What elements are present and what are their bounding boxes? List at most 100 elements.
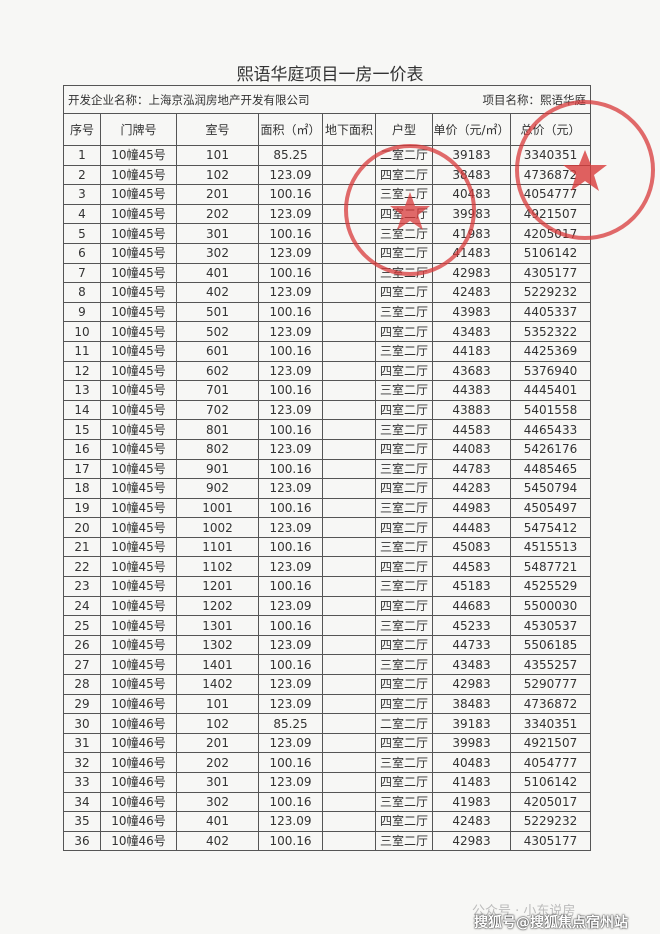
cell-room-number: 401 (176, 811, 259, 832)
table-row: 34 10幢46号 302 100.16 三室二厅 41983 4205017 (63, 791, 591, 813)
cell-door-number: 10幢45号 (100, 615, 177, 636)
table-row: 5 10幢45号 301 100.16 三室二厅 41983 4205017 (63, 223, 591, 244)
cell-unit-price: 40483 (432, 752, 511, 773)
cell-layout: 四室二厅 (375, 732, 433, 754)
document-title: 熙语华庭项目一房一价表 (236, 65, 424, 85)
cell-layout: 四室二厅 (375, 634, 433, 656)
cell-area: 123.09 (258, 360, 323, 382)
cell-unit-price: 39183 (432, 145, 511, 166)
table-row: 18 10幢45号 902 123.09 四室二厅 44283 5450794 (63, 478, 591, 499)
cell-basement-area (322, 674, 376, 695)
table-row: 28 10幢45号 1402 123.09 四室二厅 42983 5290777 (63, 674, 591, 695)
cell-room-number: 1302 (176, 634, 259, 656)
cell-seq: 25 (63, 615, 101, 636)
cell-basement-area (322, 556, 376, 578)
cell-unit-price: 42483 (432, 811, 511, 832)
cell-unit-price: 39983 (432, 203, 511, 225)
cell-door-number: 10幢45号 (100, 556, 177, 578)
cell-seq: 27 (63, 654, 101, 676)
cell-total-price: 5487721 (510, 556, 591, 578)
cell-area: 123.09 (258, 517, 323, 538)
cell-unit-price: 44483 (432, 517, 511, 538)
cell-room-number: 201 (176, 184, 259, 205)
info-row: 开发企业名称：上海京泓润房地产开发有限公司 项目名称：熙语华庭 (63, 85, 591, 114)
cell-area: 100.16 (258, 458, 323, 480)
cell-area: 123.09 (258, 164, 323, 186)
cell-area: 123.09 (258, 478, 323, 499)
cell-seq: 20 (63, 517, 101, 538)
cell-area: 100.16 (258, 340, 323, 362)
cell-door-number: 10幢45号 (100, 634, 177, 656)
cell-total-price: 4205017 (510, 223, 591, 244)
cell-room-number: 602 (176, 360, 259, 382)
cell-door-number: 10幢45号 (100, 399, 177, 421)
cell-basement-area (322, 458, 376, 480)
cell-unit-price: 39983 (432, 732, 511, 754)
cell-unit-price: 42983 (432, 262, 511, 284)
cell-seq: 17 (63, 458, 101, 480)
cell-room-number: 302 (176, 242, 259, 264)
cell-room-number: 1402 (176, 674, 259, 695)
cell-layout: 四室二厅 (375, 242, 433, 264)
cell-total-price: 5426176 (510, 438, 591, 460)
cell-total-price: 4425369 (510, 340, 591, 362)
cell-total-price: 4505497 (510, 497, 591, 519)
table-row: 21 10幢45号 1101 100.16 三室二厅 45083 4515513 (63, 536, 591, 558)
table-row: 26 10幢45号 1302 123.09 四室二厅 44733 5506185 (63, 634, 591, 656)
cell-basement-area (322, 791, 376, 813)
cell-door-number: 10幢46号 (100, 811, 177, 832)
table-row: 9 10幢45号 501 100.16 三室二厅 43983 4405337 (63, 301, 591, 323)
cell-unit-price: 41983 (432, 223, 511, 244)
cell-door-number: 10幢45号 (100, 164, 177, 186)
cell-basement-area (322, 654, 376, 676)
cell-seq: 36 (63, 830, 101, 852)
cell-basement-area (322, 399, 376, 421)
cell-unit-price: 43483 (432, 321, 511, 342)
price-table: 开发企业名称：上海京泓润房地产开发有限公司 项目名称：熙语华庭 序号 门牌号 室号面… (63, 85, 591, 852)
cell-layout: 三室二厅 (375, 536, 433, 558)
cell-layout: 四室二厅 (375, 595, 433, 617)
cell-layout: 二室二厅 (375, 713, 433, 734)
cell-basement-area (322, 497, 376, 519)
table-row: 8 10幢45号 402 123.09 四室二厅 42483 5229232 (63, 282, 591, 303)
cell-total-price: 4305177 (510, 262, 591, 284)
cell-unit-price: 43983 (432, 301, 511, 323)
cell-door-number: 10幢45号 (100, 203, 177, 225)
table-row: 3 10幢45号 201 100.16 三室二厅 40483 4054777 (63, 184, 591, 205)
cell-layout: 三室二厅 (375, 184, 433, 205)
cell-total-price: 5450794 (510, 478, 591, 499)
cell-seq: 15 (63, 419, 101, 440)
cell-total-price: 4205017 (510, 791, 591, 813)
table-row: 23 10幢45号 1201 100.16 三室二厅 45183 4525529 (63, 576, 591, 597)
cell-unit-price: 43883 (432, 399, 511, 421)
cell-door-number: 10幢45号 (100, 517, 177, 538)
cell-room-number: 201 (176, 732, 259, 754)
cell-total-price: 3340351 (510, 713, 591, 734)
cell-seq: 21 (63, 536, 101, 558)
cell-area: 100.16 (258, 262, 323, 284)
cell-room-number: 502 (176, 321, 259, 342)
cell-total-price: 5506185 (510, 634, 591, 656)
cell-unit-price: 44683 (432, 595, 511, 617)
cell-area: 123.09 (258, 203, 323, 225)
cell-seq: 31 (63, 732, 101, 754)
cell-unit-price: 41483 (432, 242, 511, 264)
cell-room-number: 101 (176, 145, 259, 166)
cell-area: 123.09 (258, 634, 323, 656)
cell-basement-area (322, 713, 376, 734)
table-row: 30 10幢46号 102 85.25 二室二厅 39183 3340351 (63, 713, 591, 734)
cell-area: 123.09 (258, 438, 323, 460)
cell-room-number: 302 (176, 791, 259, 813)
cell-room-number: 1401 (176, 654, 259, 676)
cell-total-price: 5229232 (510, 811, 591, 832)
cell-door-number: 10幢45号 (100, 242, 177, 264)
column-header: 室号 (176, 113, 259, 146)
cell-basement-area (322, 517, 376, 538)
cell-area: 123.09 (258, 399, 323, 421)
cell-unit-price: 43683 (432, 360, 511, 382)
cell-door-number: 10幢46号 (100, 791, 177, 813)
cell-unit-price: 44183 (432, 340, 511, 362)
cell-seq: 28 (63, 674, 101, 695)
cell-basement-area (322, 262, 376, 284)
watermark-wechat: 公众号 · 小东说房 (472, 904, 576, 919)
